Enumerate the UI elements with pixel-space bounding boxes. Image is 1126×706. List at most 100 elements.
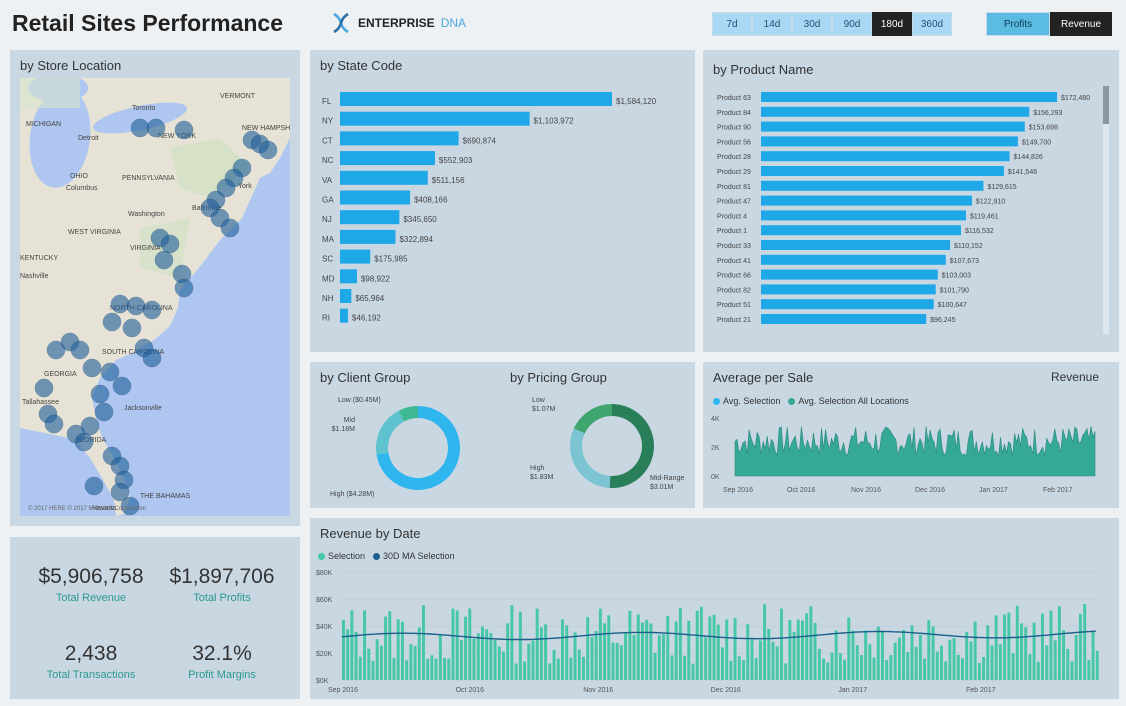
revenue-bar[interactable] [518, 611, 522, 680]
bar[interactable] [761, 299, 934, 310]
revenue-bar[interactable] [649, 623, 653, 680]
revenue-bar[interactable] [1095, 650, 1099, 680]
revenue-bar[interactable] [636, 614, 640, 681]
revenue-bar[interactable] [653, 652, 657, 680]
revenue-bar[interactable] [855, 645, 859, 680]
revenue-bar[interactable] [982, 656, 986, 680]
revenue-bar[interactable] [1057, 606, 1061, 680]
revenue-bar[interactable] [716, 624, 720, 680]
revenue-bar[interactable] [729, 660, 733, 680]
revenue-bar[interactable] [792, 631, 796, 680]
revenue-bar[interactable] [935, 651, 939, 680]
revenue-bar[interactable] [801, 620, 804, 680]
revenue-bar[interactable] [405, 660, 409, 680]
bar[interactable] [761, 106, 1030, 117]
revenue-bar[interactable] [767, 628, 771, 680]
store-location-dot[interactable] [220, 218, 240, 238]
revenue-bar[interactable] [624, 632, 628, 680]
revenue-bar[interactable] [523, 661, 527, 680]
revenue-bar[interactable] [965, 631, 969, 680]
revenue-bar[interactable] [1015, 605, 1019, 680]
revenue-bar[interactable] [1074, 635, 1078, 680]
store-location-dot[interactable] [112, 376, 132, 396]
revenue-bar[interactable] [447, 658, 451, 680]
revenue-bar[interactable] [422, 605, 425, 680]
revenue-bar[interactable] [872, 657, 876, 681]
metric-button-revenue[interactable]: Revenue [1050, 12, 1112, 36]
revenue-bar[interactable] [918, 635, 922, 680]
store-location-dot[interactable] [120, 496, 140, 516]
revenue-bar[interactable] [485, 629, 489, 680]
revenue-bar[interactable] [434, 658, 438, 680]
revenue-bar[interactable] [582, 656, 585, 680]
revenue-bar[interactable] [670, 655, 674, 680]
revenue-bar[interactable] [910, 625, 914, 680]
revenue-bar[interactable] [1011, 653, 1015, 680]
revenue-bar[interactable] [607, 615, 611, 680]
revenue-bar[interactable] [641, 622, 644, 680]
revenue-bar[interactable] [375, 639, 379, 680]
bar[interactable] [761, 254, 946, 265]
revenue-bar[interactable] [750, 639, 754, 680]
revenue-bar[interactable] [704, 637, 708, 680]
legend-item-selection[interactable]: Selection [318, 551, 365, 561]
donut-slice[interactable] [398, 406, 418, 422]
revenue-bar[interactable] [603, 623, 607, 680]
revenue-bar[interactable] [481, 626, 484, 680]
period-button-30d[interactable]: 30d [792, 12, 832, 36]
revenue-bar[interactable] [1049, 610, 1053, 680]
period-button-7d[interactable]: 7d [712, 12, 752, 36]
revenue-bar[interactable] [464, 616, 468, 680]
revenue-bar[interactable] [561, 619, 564, 680]
revenue-bar[interactable] [510, 605, 514, 680]
period-button-180d[interactable]: 180d [872, 12, 912, 36]
store-location-dot[interactable] [110, 482, 130, 502]
avg-selection-area[interactable] [734, 426, 1096, 477]
revenue-bar[interactable] [940, 645, 943, 680]
revenue-bar[interactable] [931, 626, 935, 680]
revenue-bar[interactable] [948, 639, 952, 680]
revenue-bar[interactable] [868, 644, 872, 680]
revenue-bar[interactable] [552, 649, 556, 680]
store-location-dot[interactable] [90, 384, 110, 404]
revenue-bar[interactable] [590, 637, 594, 680]
legend-item-30d-ma[interactable]: 30D MA Selection [373, 551, 455, 561]
revenue-bar[interactable] [1062, 630, 1066, 680]
revenue-bar[interactable] [598, 608, 602, 680]
revenue-bar[interactable] [712, 614, 716, 681]
revenue-bar[interactable] [548, 663, 552, 680]
store-location-dot[interactable] [146, 118, 166, 138]
bar[interactable] [340, 229, 396, 244]
store-location-dot[interactable] [110, 294, 130, 314]
revenue-bar[interactable] [611, 642, 615, 680]
revenue-bar[interactable] [986, 625, 990, 680]
revenue-bar[interactable] [1041, 613, 1044, 680]
revenue-bar[interactable] [544, 624, 548, 680]
revenue-bar[interactable] [763, 604, 767, 680]
revenue-bar[interactable] [805, 613, 809, 680]
revenue-bar[interactable] [838, 653, 842, 680]
store-location-dot[interactable] [130, 118, 150, 138]
revenue-bar[interactable] [994, 615, 998, 680]
revenue-bar[interactable] [893, 642, 897, 680]
revenue-bar[interactable] [1045, 645, 1049, 680]
revenue-bar[interactable] [396, 619, 400, 680]
revenue-bar[interactable] [417, 627, 421, 680]
revenue-bar[interactable] [502, 651, 505, 680]
bar[interactable] [340, 210, 400, 225]
store-location-dot[interactable] [80, 416, 100, 436]
revenue-bar[interactable] [527, 643, 531, 680]
revenue-bar[interactable] [573, 632, 577, 680]
revenue-bar[interactable] [721, 647, 724, 680]
revenue-bar[interactable] [594, 631, 598, 680]
revenue-bar[interactable] [586, 617, 590, 680]
revenue-bar[interactable] [556, 658, 560, 681]
revenue-bar[interactable] [851, 630, 855, 680]
bar[interactable] [340, 269, 357, 284]
revenue-bar[interactable] [687, 620, 691, 680]
revenue-bar[interactable] [822, 658, 826, 680]
revenue-bar[interactable] [758, 640, 762, 681]
revenue-bar[interactable] [430, 655, 434, 680]
revenue-bar[interactable] [1024, 627, 1028, 680]
store-location-dot[interactable] [34, 378, 54, 398]
